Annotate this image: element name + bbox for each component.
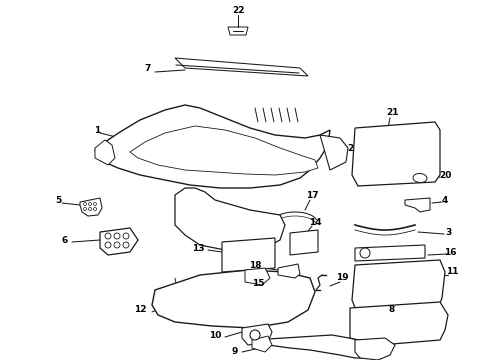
Circle shape — [250, 330, 260, 340]
Text: 9: 9 — [232, 347, 238, 356]
Polygon shape — [405, 198, 430, 212]
Polygon shape — [100, 228, 138, 255]
Text: 14: 14 — [309, 217, 321, 226]
Text: 12: 12 — [134, 306, 146, 315]
Text: 8: 8 — [389, 306, 395, 315]
Polygon shape — [355, 338, 395, 360]
Polygon shape — [252, 335, 368, 358]
Polygon shape — [130, 126, 318, 175]
Polygon shape — [252, 336, 272, 352]
Polygon shape — [320, 135, 348, 170]
Text: 22: 22 — [232, 5, 244, 14]
Text: 10: 10 — [209, 330, 221, 339]
Polygon shape — [355, 245, 425, 261]
Text: 11: 11 — [446, 267, 458, 276]
Polygon shape — [352, 122, 440, 186]
Polygon shape — [350, 302, 448, 345]
Text: 19: 19 — [336, 274, 348, 283]
Ellipse shape — [413, 174, 427, 183]
Polygon shape — [152, 270, 315, 328]
Polygon shape — [245, 268, 270, 285]
Polygon shape — [175, 188, 285, 252]
Polygon shape — [352, 260, 445, 315]
Text: 3: 3 — [445, 228, 451, 237]
Text: 18: 18 — [249, 261, 261, 270]
Polygon shape — [80, 198, 102, 216]
Polygon shape — [95, 105, 330, 188]
Polygon shape — [290, 230, 318, 255]
Text: 13: 13 — [192, 243, 204, 252]
Text: 15: 15 — [252, 279, 264, 288]
Text: 16: 16 — [444, 248, 456, 257]
Polygon shape — [242, 324, 272, 345]
Text: 20: 20 — [439, 171, 451, 180]
Text: 17: 17 — [306, 190, 318, 199]
Text: 7: 7 — [145, 63, 151, 72]
Text: 2: 2 — [347, 144, 353, 153]
Text: 1: 1 — [94, 126, 100, 135]
Polygon shape — [222, 238, 275, 272]
Circle shape — [360, 248, 370, 258]
Polygon shape — [95, 140, 115, 165]
Polygon shape — [278, 264, 300, 278]
Text: 4: 4 — [442, 195, 448, 204]
Text: 6: 6 — [62, 235, 68, 244]
Text: 5: 5 — [55, 195, 61, 204]
Text: 21: 21 — [386, 108, 398, 117]
